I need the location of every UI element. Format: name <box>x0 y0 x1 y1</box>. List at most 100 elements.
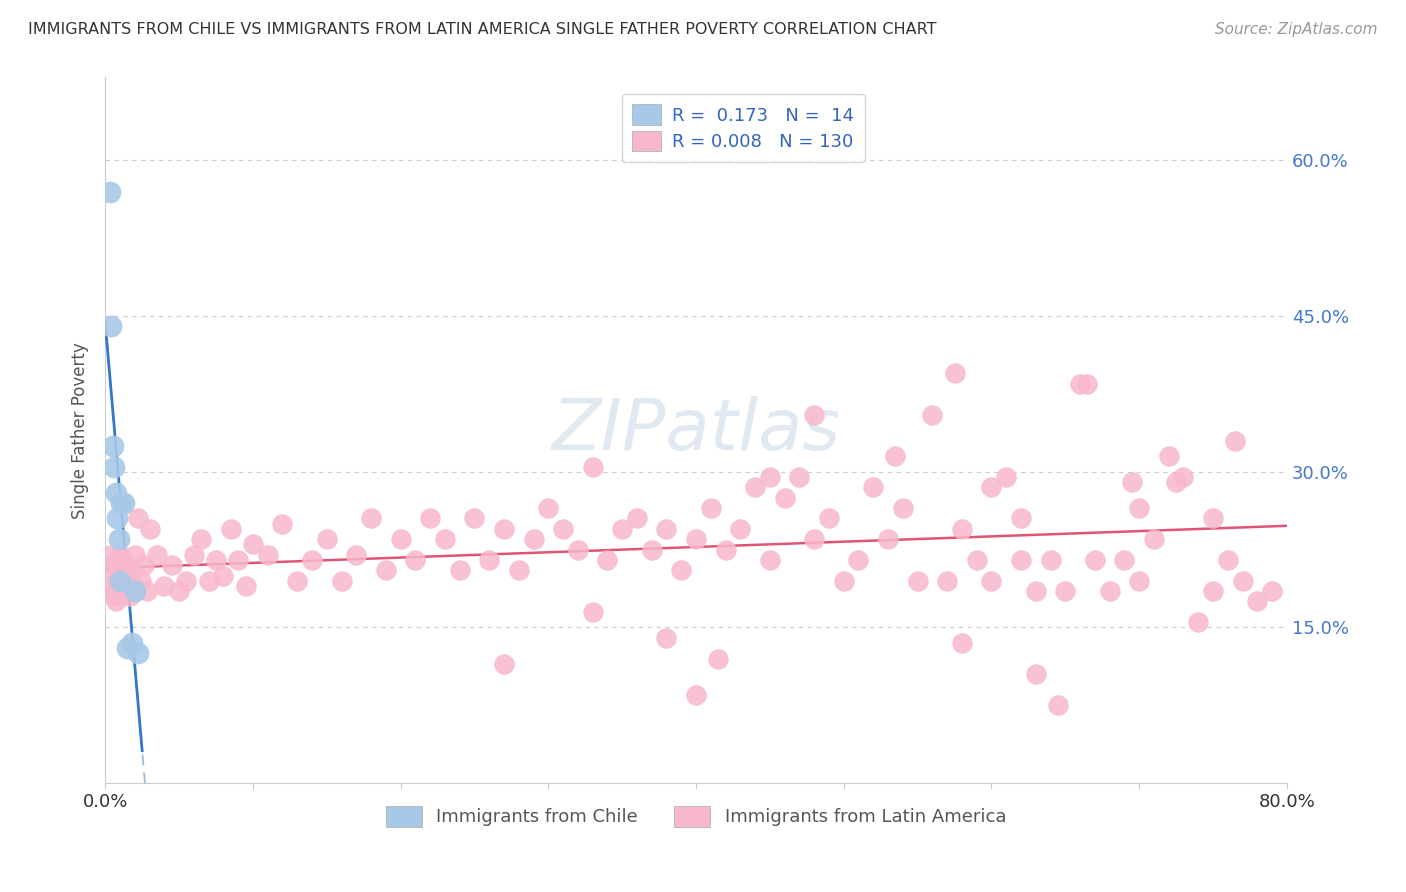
Point <box>183 548 205 562</box>
Point <box>612 522 634 536</box>
Point <box>115 568 138 582</box>
Point <box>1202 511 1225 525</box>
Point <box>995 470 1018 484</box>
Point <box>104 485 127 500</box>
Point <box>492 522 515 536</box>
Point <box>100 579 122 593</box>
Point <box>1039 553 1062 567</box>
Point <box>1173 470 1195 484</box>
Point <box>127 646 149 660</box>
Point <box>105 563 128 577</box>
Point <box>360 511 382 525</box>
Point <box>104 594 127 608</box>
Point <box>626 511 648 525</box>
Point <box>1098 584 1121 599</box>
Point <box>1084 553 1107 567</box>
Point <box>943 366 966 380</box>
Point <box>655 522 678 536</box>
Point <box>950 522 973 536</box>
Point <box>374 563 396 577</box>
Point <box>101 439 124 453</box>
Point <box>980 574 1002 588</box>
Point <box>803 532 825 546</box>
Point <box>1128 501 1150 516</box>
Point <box>671 563 693 577</box>
Point <box>124 584 146 599</box>
Point <box>1025 584 1047 599</box>
Point <box>966 553 988 567</box>
Point <box>582 605 605 619</box>
Point <box>832 574 855 588</box>
Point <box>685 688 707 702</box>
Point <box>124 548 146 562</box>
Point <box>135 584 157 599</box>
Point <box>219 522 242 536</box>
Point <box>105 589 128 603</box>
Point <box>744 480 766 494</box>
Point <box>1121 475 1143 490</box>
Point <box>160 558 183 573</box>
Text: Source: ZipAtlas.com: Source: ZipAtlas.com <box>1215 22 1378 37</box>
Point <box>103 568 125 582</box>
Point <box>103 459 125 474</box>
Point <box>1046 698 1069 713</box>
Point <box>1261 584 1284 599</box>
Point <box>862 480 884 494</box>
Point <box>537 501 560 516</box>
Point <box>330 574 353 588</box>
Point <box>315 532 337 546</box>
Point <box>891 501 914 516</box>
Point <box>107 574 129 588</box>
Point <box>100 319 122 334</box>
Point <box>117 558 139 573</box>
Point <box>121 563 143 577</box>
Point <box>120 589 142 603</box>
Point <box>1010 511 1032 525</box>
Point <box>522 532 544 546</box>
Point <box>463 511 485 525</box>
Point <box>285 574 308 588</box>
Point <box>1128 574 1150 588</box>
Point <box>789 470 811 484</box>
Point <box>921 408 943 422</box>
Y-axis label: Single Father Poverty: Single Father Poverty <box>72 342 89 518</box>
Point <box>1076 376 1098 391</box>
Point <box>818 511 841 525</box>
Point <box>1164 475 1187 490</box>
Point <box>404 553 426 567</box>
Legend: Immigrants from Chile, Immigrants from Latin America: Immigrants from Chile, Immigrants from L… <box>378 798 1014 834</box>
Point <box>271 516 294 531</box>
Point <box>105 511 128 525</box>
Point <box>848 553 870 567</box>
Point <box>419 511 441 525</box>
Point <box>122 579 145 593</box>
Point <box>1232 574 1254 588</box>
Point <box>877 532 900 546</box>
Point <box>242 537 264 551</box>
Point <box>118 574 141 588</box>
Point <box>103 589 125 603</box>
Point <box>138 522 160 536</box>
Point <box>101 584 124 599</box>
Point <box>655 631 678 645</box>
Point <box>980 480 1002 494</box>
Point <box>1054 584 1077 599</box>
Point <box>101 558 124 573</box>
Point <box>1216 553 1239 567</box>
Point <box>1114 553 1136 567</box>
Point <box>197 574 219 588</box>
Point <box>205 553 228 567</box>
Point <box>730 522 752 536</box>
Point <box>1025 667 1047 681</box>
Point <box>344 548 367 562</box>
Point <box>129 574 152 588</box>
Point <box>714 542 737 557</box>
Point <box>98 548 121 562</box>
Point <box>98 185 121 199</box>
Point <box>108 548 131 562</box>
Point <box>433 532 456 546</box>
Point <box>108 574 131 588</box>
Point <box>1069 376 1091 391</box>
Point <box>950 636 973 650</box>
Point <box>449 563 471 577</box>
